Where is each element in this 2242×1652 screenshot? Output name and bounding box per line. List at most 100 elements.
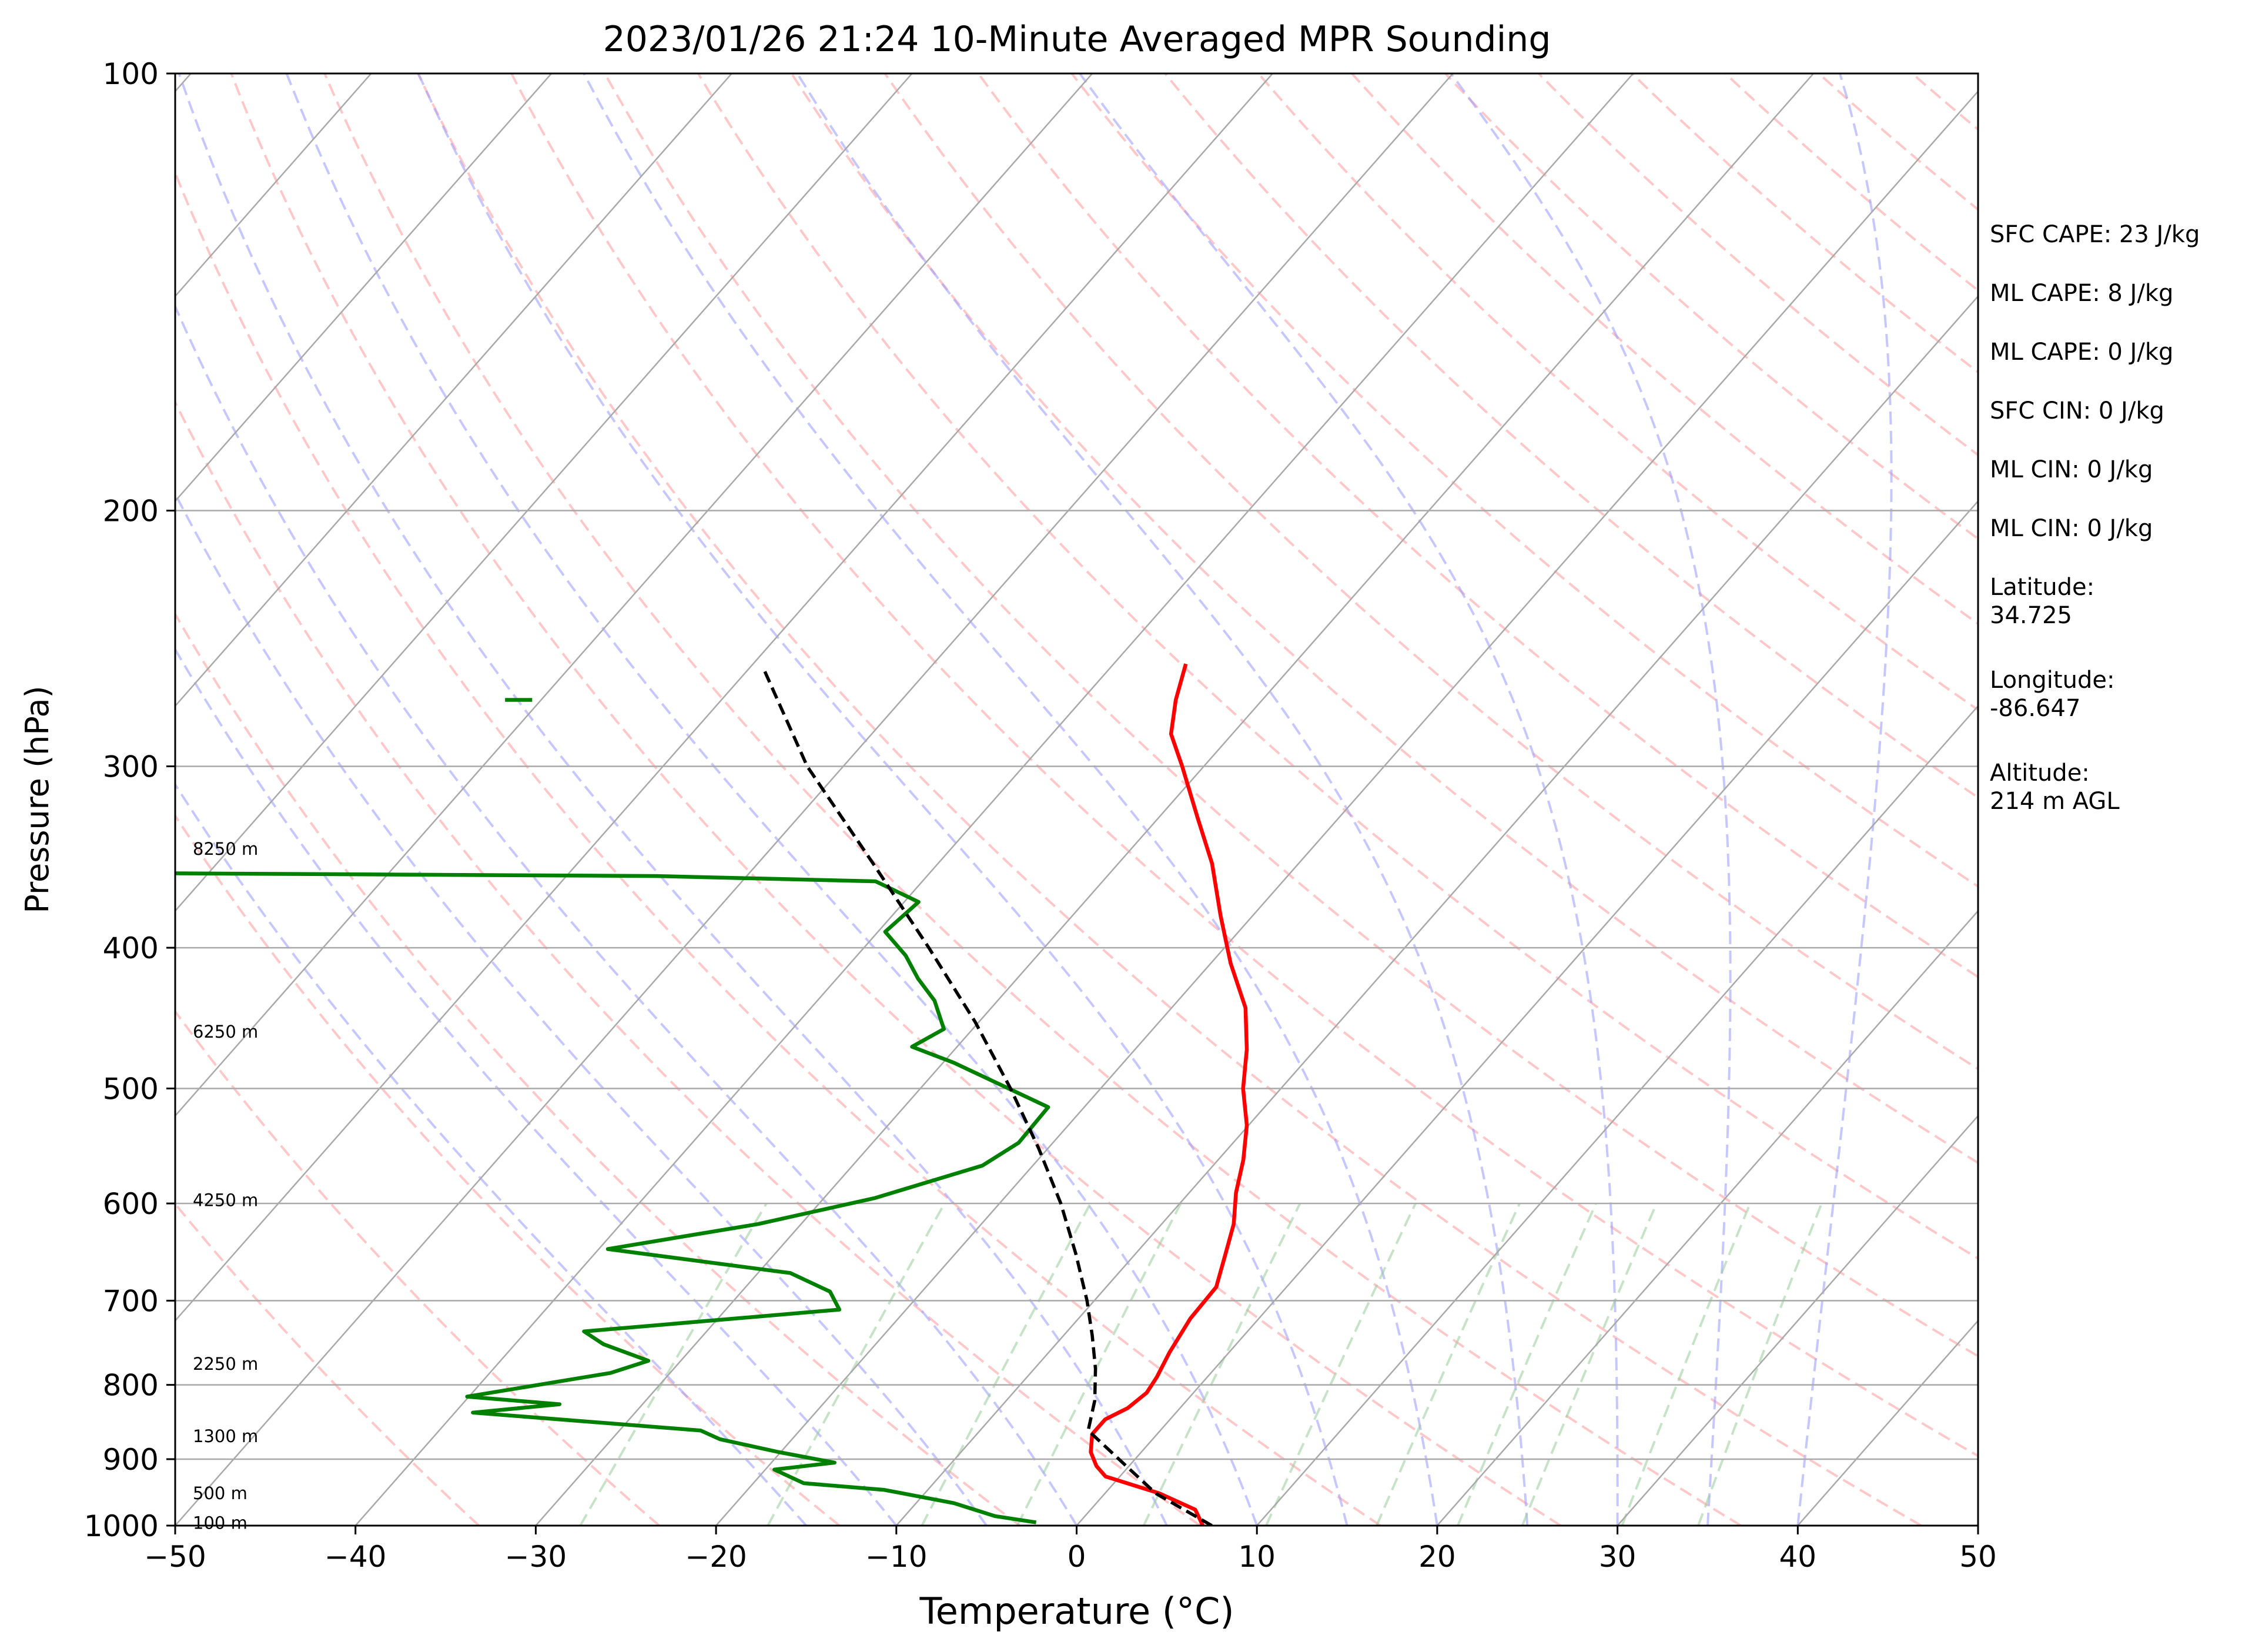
isotherm bbox=[895, 295, 1978, 1526]
chart-title: 2023/01/26 21:24 10-Minute Averaged MPR … bbox=[603, 19, 1551, 60]
isotherm bbox=[1617, 1115, 1978, 1526]
moist-adiabat bbox=[178, 73, 1168, 1526]
data-lines bbox=[175, 663, 1249, 1526]
dry-adiabat bbox=[1257, 73, 1978, 712]
isotherm bbox=[1436, 909, 1978, 1526]
info-text: ML CIN: 0 J/kg bbox=[1990, 456, 2153, 483]
moist-adiabat bbox=[417, 73, 1348, 1526]
isotherm bbox=[535, 73, 1814, 1526]
isotherm bbox=[354, 73, 1634, 1526]
isotherm bbox=[175, 73, 913, 912]
dry-adiabat bbox=[417, 73, 1922, 1526]
x-tick-label: 10 bbox=[1238, 1540, 1276, 1574]
x-tick-label: 0 bbox=[1068, 1540, 1086, 1574]
dry-adiabat bbox=[1444, 73, 1978, 540]
isotherm bbox=[175, 73, 553, 503]
x-tick-label: −10 bbox=[865, 1540, 928, 1574]
height-label: 2250 m bbox=[193, 1354, 258, 1374]
height-labels: 100 m 500 m 1300 m 2250 m 4250 m 6250 m 8250 m bbox=[193, 839, 258, 1533]
mixing-ratio-line bbox=[1521, 1203, 1658, 1526]
dry-adiabat bbox=[175, 611, 1021, 1526]
moist-adiabat bbox=[175, 491, 988, 1526]
isotherm bbox=[175, 73, 1273, 1322]
dry-adiabat bbox=[790, 73, 1978, 1165]
moist-adiabat bbox=[796, 73, 1529, 1526]
moist-adiabat bbox=[583, 73, 1438, 1526]
x-tick-label: 50 bbox=[1959, 1540, 1997, 1574]
dry-adiabat bbox=[884, 73, 1978, 1071]
height-label: 500 m bbox=[193, 1483, 247, 1503]
x-tick-label: −20 bbox=[685, 1540, 747, 1574]
isotherm bbox=[175, 73, 1093, 1117]
info-text: ML CIN: 0 J/kg bbox=[1990, 515, 2153, 542]
info-text: 34.725 bbox=[1990, 602, 2072, 629]
info-text: SFC CIN: 0 J/kg bbox=[1990, 397, 2164, 424]
dry-adiabat bbox=[1164, 73, 1978, 800]
isotherm bbox=[175, 73, 1454, 1526]
mixing-ratio-line bbox=[1621, 1203, 1752, 1526]
y-tick-label: 400 bbox=[103, 931, 159, 965]
info-text: 214 m AGL bbox=[1990, 788, 2120, 815]
isotherm bbox=[1076, 500, 1978, 1526]
moist-adiabat bbox=[175, 647, 898, 1526]
y-tick-label: 200 bbox=[103, 494, 159, 529]
moist-adiabat bbox=[175, 303, 1078, 1526]
y-tick-label: 300 bbox=[103, 750, 159, 784]
y-tick-label: 800 bbox=[103, 1369, 159, 1403]
info-text: Altitude: bbox=[1990, 760, 2090, 787]
y-tick-label: 700 bbox=[103, 1284, 159, 1318]
dry-adiabat bbox=[175, 169, 1381, 1526]
y-tick-label: 500 bbox=[103, 1072, 159, 1106]
dry-adiabat bbox=[510, 73, 1978, 1457]
y-tick-label: 900 bbox=[103, 1443, 159, 1477]
background-lines bbox=[175, 73, 1978, 1526]
height-label: 100 m bbox=[193, 1513, 247, 1533]
mixing-ratio-line bbox=[1697, 1203, 1823, 1526]
dry-adiabat bbox=[175, 1009, 660, 1526]
x-tick-label: −30 bbox=[505, 1540, 567, 1574]
isotherm bbox=[1256, 705, 1978, 1526]
dry-adiabat bbox=[230, 73, 1562, 1526]
moist-adiabat bbox=[1796, 73, 1893, 1526]
mixing-ratio-line bbox=[1376, 1203, 1521, 1526]
y-tick-label: 600 bbox=[103, 1187, 159, 1221]
height-label: 8250 m bbox=[193, 839, 258, 859]
info-text: ML CAPE: 0 J/kg bbox=[1990, 339, 2173, 366]
x-tick-label: −40 bbox=[324, 1540, 387, 1574]
x-tick-label: 20 bbox=[1418, 1540, 1456, 1574]
info-text: Latitude: bbox=[1990, 574, 2094, 601]
dry-adiabat bbox=[604, 73, 1978, 1358]
dry-adiabat bbox=[1070, 73, 1978, 888]
temperature-line bbox=[1089, 663, 1249, 1526]
dry-adiabat bbox=[697, 73, 1978, 1260]
y-axis-label: Pressure (hPa) bbox=[19, 685, 56, 913]
info-text: ML CAPE: 8 J/kg bbox=[1990, 280, 2173, 307]
info-panel: SFC CAPE: 23 J/kg ML CAPE: 8 J/kg ML CAPE:… bbox=[1990, 221, 2200, 815]
x-tick-label: 30 bbox=[1599, 1540, 1637, 1574]
info-text: Longitude: bbox=[1990, 667, 2114, 694]
moist-adiabat bbox=[175, 782, 807, 1526]
dry-adiabat bbox=[175, 1202, 480, 1526]
height-label: 1300 m bbox=[193, 1426, 258, 1446]
moist-adiabat bbox=[1079, 73, 1619, 1526]
dry-adiabat bbox=[175, 399, 1201, 1526]
y-tick-label: 100 bbox=[103, 57, 159, 91]
info-text: SFC CAPE: 23 J/kg bbox=[1990, 221, 2200, 248]
isotherm bbox=[175, 73, 732, 707]
dry-adiabat bbox=[977, 73, 1978, 979]
height-label: 6250 m bbox=[193, 1022, 258, 1042]
x-tick-label: −50 bbox=[144, 1540, 206, 1574]
mixing-ratio-line bbox=[1265, 1203, 1417, 1526]
moist-adiabat bbox=[1450, 73, 1732, 1526]
x-axis-label: Temperature (°C) bbox=[919, 1590, 1234, 1633]
dewpoint-line bbox=[175, 871, 1050, 1524]
y-tick-label: 1000 bbox=[84, 1509, 159, 1543]
parcel-line bbox=[763, 670, 1213, 1526]
axis-ticks: −50 −40 −30 −20 −10 0 10 20 30 40 50 1000 900 800 700 6… bbox=[84, 57, 1997, 1574]
dry-adiabat bbox=[1631, 73, 1978, 374]
info-text: -86.647 bbox=[1990, 695, 2080, 722]
height-label: 4250 m bbox=[193, 1190, 258, 1210]
x-tick-label: 40 bbox=[1779, 1540, 1816, 1574]
